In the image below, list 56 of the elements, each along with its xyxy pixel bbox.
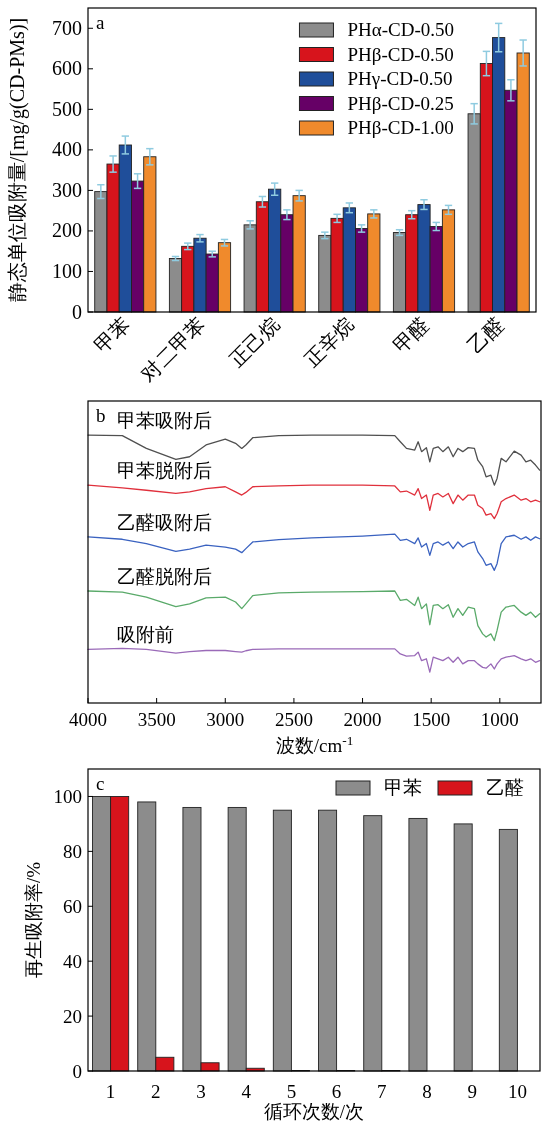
y-tick-label: 0 [72,1060,82,1082]
y-tick-label: 80 [63,840,82,862]
series-label: 乙醛脱附后 [117,565,212,587]
x-tick-label: 3500 [137,709,176,730]
x-tick-label: 2500 [274,709,313,730]
annotation: c [96,773,105,794]
y-tick-label: 100 [52,259,82,282]
legend-label: 甲苯 [384,777,422,798]
legend-label: PHα-CD-0.50 [347,19,454,40]
y-tick-label: 0 [72,300,82,323]
x-tick-label: 5 [286,1081,297,1102]
y-tick-label: 700 [52,16,82,39]
x-tick-label: 1500 [412,709,451,730]
x-tick-label: 乙醛 [463,313,508,358]
x-tick-label: 4 [241,1081,252,1102]
y-tick-label: 40 [63,950,82,972]
x-tick-label: 10 [507,1081,527,1102]
x-tick-label: 3000 [206,709,245,730]
x-tick-label: 1000 [480,709,519,730]
y-tick-label: 600 [52,57,82,80]
series-label: 甲苯脱附后 [117,460,212,482]
x-tick-label: 8 [422,1081,432,1102]
x-tick-label: 正辛烷 [300,313,359,372]
x-tick-label: 1 [105,1081,116,1102]
x-axis-title: 波数/cm$^{-1}$ [275,732,354,756]
x-axis-title: 循环次数/次 [263,1101,365,1122]
legend-label: PHγ-CD-0.50 [347,68,453,89]
y-axis-title: 静态单位吸附量/[mg/g(CD-PMs)] [6,17,29,303]
legend-label: 乙醛 [486,777,524,798]
legend-label: PHβ-CD-1.00 [347,117,454,138]
y-axis-title: 再生吸附率/% [23,861,44,979]
x-tick-label: 甲醛 [388,313,433,358]
x-tick-label: 2 [151,1081,161,1102]
y-tick-label: 500 [52,97,82,120]
series-label: 吸附前 [117,624,174,646]
annotation: a [96,12,105,33]
x-tick-label: 7 [377,1081,387,1102]
series-label: 乙醛吸附后 [117,511,212,533]
x-tick-label: 9 [467,1081,477,1102]
legend-label: PHβ-CD-0.50 [347,43,454,65]
text: b [96,405,106,426]
x-tick-label: 6 [331,1081,342,1102]
x-tick-label: 甲苯 [90,313,135,358]
y-tick-label: 60 [63,895,82,917]
y-tick-label: 20 [63,1005,82,1027]
y-tick-label: 400 [52,138,82,161]
series-label: 甲苯吸附后 [117,410,212,432]
x-tick-label: 正己烷 [225,313,284,372]
x-tick-label: 3 [196,1081,206,1102]
y-tick-label: 300 [52,178,82,201]
x-tick-label: 对二甲苯 [136,313,209,386]
x-tick-label: 2000 [343,709,382,730]
legend-label: PHβ-CD-0.25 [347,92,454,114]
y-tick-label: 100 [53,785,82,807]
y-tick-label: 200 [52,219,82,242]
x-tick-label: 4000 [69,709,107,730]
